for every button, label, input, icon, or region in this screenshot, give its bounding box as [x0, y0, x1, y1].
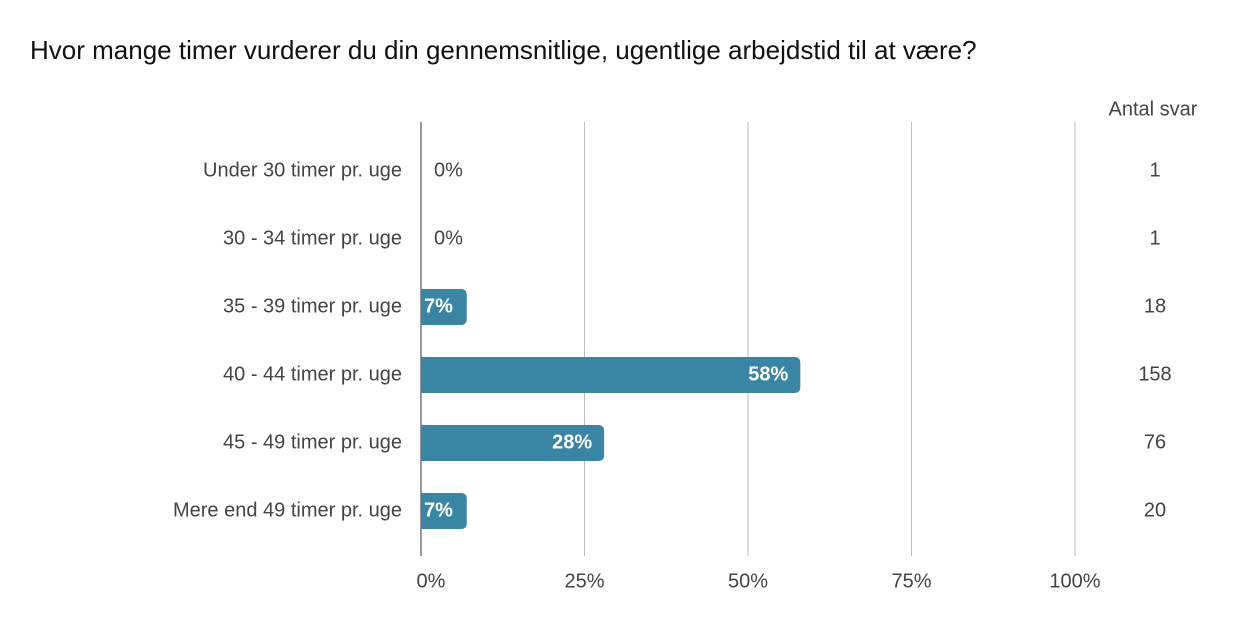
y-tick-label: Mere end 49 timer pr. uge [173, 499, 402, 521]
value-label: 7% [424, 499, 453, 521]
bar [421, 493, 467, 529]
count-label: 76 [1144, 431, 1166, 453]
value-label: 7% [424, 295, 453, 317]
bar [421, 357, 801, 393]
y-tick-label: 45 - 49 timer pr. uge [223, 431, 402, 453]
x-tick-label: 75% [891, 570, 931, 592]
count-label: 1 [1149, 227, 1160, 249]
y-tick-label: 35 - 39 timer pr. uge [223, 295, 402, 317]
x-tick-label: 25% [564, 570, 604, 592]
value-label: 58% [748, 363, 788, 385]
count-header: Antal svar [1109, 98, 1198, 120]
count-label: 1 [1149, 159, 1160, 181]
value-label: 0% [434, 159, 463, 181]
bar [421, 289, 467, 325]
value-label: 0% [434, 227, 463, 249]
y-tick-label: Under 30 timer pr. uge [203, 159, 402, 181]
chart-title: Hvor mange timer vurderer du din gennems… [30, 35, 977, 65]
x-tick-label: 0% [417, 570, 446, 592]
bar [421, 425, 605, 461]
count-label: 18 [1144, 295, 1166, 317]
count-label: 158 [1138, 363, 1171, 385]
count-label: 20 [1144, 499, 1166, 521]
x-tick-label: 100% [1049, 570, 1100, 592]
y-tick-label: 40 - 44 timer pr. uge [223, 363, 402, 385]
value-label: 28% [552, 431, 592, 453]
x-tick-label: 50% [728, 570, 768, 592]
y-tick-label: 30 - 34 timer pr. uge [223, 227, 402, 249]
